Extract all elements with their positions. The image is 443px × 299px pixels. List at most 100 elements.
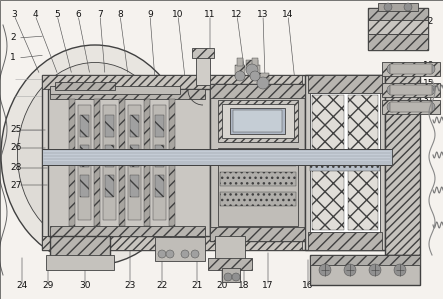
Bar — [144, 99, 150, 226]
Circle shape — [158, 250, 166, 258]
Bar — [42, 236, 302, 250]
Bar — [94, 99, 100, 226]
Bar — [308, 75, 382, 93]
Text: 20: 20 — [216, 281, 228, 290]
Bar — [50, 226, 205, 236]
Bar — [50, 89, 205, 99]
Bar — [155, 145, 164, 167]
Text: 4: 4 — [32, 10, 38, 19]
Bar — [218, 148, 298, 226]
Bar — [69, 99, 75, 226]
Ellipse shape — [1, 45, 189, 265]
Text: 18: 18 — [238, 281, 250, 290]
Circle shape — [191, 250, 199, 258]
Bar — [308, 232, 382, 250]
Bar — [128, 105, 141, 220]
Bar — [312, 170, 344, 230]
Text: 17: 17 — [262, 281, 274, 290]
Bar — [382, 83, 440, 97]
Bar — [130, 115, 139, 137]
Text: 29: 29 — [43, 281, 54, 290]
Text: 14: 14 — [282, 10, 294, 19]
Text: 32: 32 — [423, 18, 434, 27]
Circle shape — [319, 264, 331, 276]
Bar — [390, 102, 432, 112]
Bar — [196, 55, 210, 85]
Bar — [382, 62, 440, 76]
Bar — [250, 65, 260, 77]
Bar — [50, 86, 180, 94]
Bar — [305, 75, 385, 250]
Text: 19: 19 — [423, 60, 434, 69]
Bar — [153, 105, 166, 220]
Circle shape — [387, 64, 397, 74]
Bar — [252, 58, 258, 66]
Circle shape — [232, 273, 240, 281]
Bar — [210, 227, 305, 241]
Bar — [218, 100, 298, 142]
Bar — [312, 95, 344, 155]
Text: 23: 23 — [124, 281, 136, 290]
Bar — [237, 58, 243, 66]
Bar — [80, 115, 89, 137]
Text: 25: 25 — [10, 126, 21, 135]
Bar — [222, 268, 240, 282]
Bar — [50, 236, 110, 258]
Bar — [390, 64, 432, 74]
Bar — [368, 20, 428, 34]
Circle shape — [257, 77, 269, 89]
Text: 7: 7 — [97, 10, 103, 19]
Bar — [246, 60, 258, 70]
Bar — [48, 89, 210, 236]
Circle shape — [425, 102, 435, 112]
Text: 26: 26 — [10, 144, 21, 152]
Bar — [348, 170, 378, 230]
Circle shape — [425, 85, 435, 95]
Bar — [368, 8, 428, 50]
Bar — [310, 155, 380, 171]
Ellipse shape — [18, 62, 172, 248]
Text: 30: 30 — [79, 281, 91, 290]
Bar — [382, 100, 440, 114]
Bar — [215, 236, 245, 266]
Bar — [220, 152, 296, 166]
Text: 22: 22 — [156, 281, 167, 290]
Bar — [310, 255, 420, 265]
Circle shape — [404, 3, 412, 11]
Text: 10: 10 — [172, 10, 184, 19]
Circle shape — [425, 64, 435, 74]
Circle shape — [387, 85, 397, 95]
Bar — [192, 48, 214, 58]
Circle shape — [224, 273, 232, 281]
Text: 16: 16 — [302, 281, 314, 290]
Bar — [310, 93, 380, 232]
Bar — [368, 8, 428, 20]
Bar — [80, 175, 89, 197]
Circle shape — [246, 64, 258, 76]
Bar — [155, 115, 164, 137]
Text: 28: 28 — [10, 164, 21, 173]
Bar — [80, 145, 89, 167]
Circle shape — [344, 264, 356, 276]
Circle shape — [181, 250, 189, 258]
Bar — [130, 145, 139, 167]
Bar — [348, 95, 378, 155]
Bar — [42, 75, 397, 250]
Bar — [210, 84, 305, 98]
Circle shape — [384, 3, 392, 11]
Bar — [55, 82, 115, 90]
Bar — [169, 99, 175, 226]
Bar — [105, 115, 114, 137]
Bar — [105, 175, 114, 197]
Circle shape — [369, 264, 381, 276]
Circle shape — [250, 71, 260, 81]
Bar — [42, 75, 302, 89]
Text: 11: 11 — [204, 10, 216, 19]
Bar — [257, 73, 269, 83]
Bar — [42, 149, 392, 165]
Bar — [310, 255, 420, 285]
Bar — [103, 105, 116, 220]
Circle shape — [394, 264, 406, 276]
Circle shape — [166, 250, 174, 258]
Text: 1: 1 — [10, 54, 16, 62]
